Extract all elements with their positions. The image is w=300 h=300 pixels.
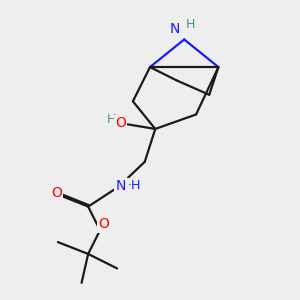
Text: ·H: ·H bbox=[128, 179, 141, 192]
Text: N: N bbox=[115, 178, 126, 193]
Text: N: N bbox=[170, 22, 180, 36]
Text: H: H bbox=[106, 113, 116, 126]
Text: O: O bbox=[51, 186, 62, 200]
Text: H: H bbox=[186, 19, 196, 32]
Text: O: O bbox=[115, 116, 126, 130]
Text: O: O bbox=[98, 218, 110, 232]
